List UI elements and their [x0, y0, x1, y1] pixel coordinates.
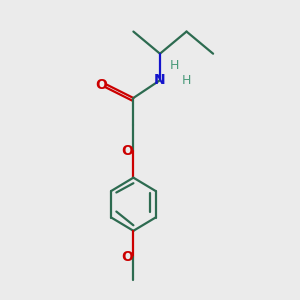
Text: H: H: [182, 74, 191, 87]
Text: H: H: [170, 59, 179, 72]
Text: N: N: [154, 73, 166, 87]
Text: O: O: [121, 144, 133, 158]
Text: O: O: [121, 250, 133, 264]
Text: O: O: [95, 78, 107, 92]
